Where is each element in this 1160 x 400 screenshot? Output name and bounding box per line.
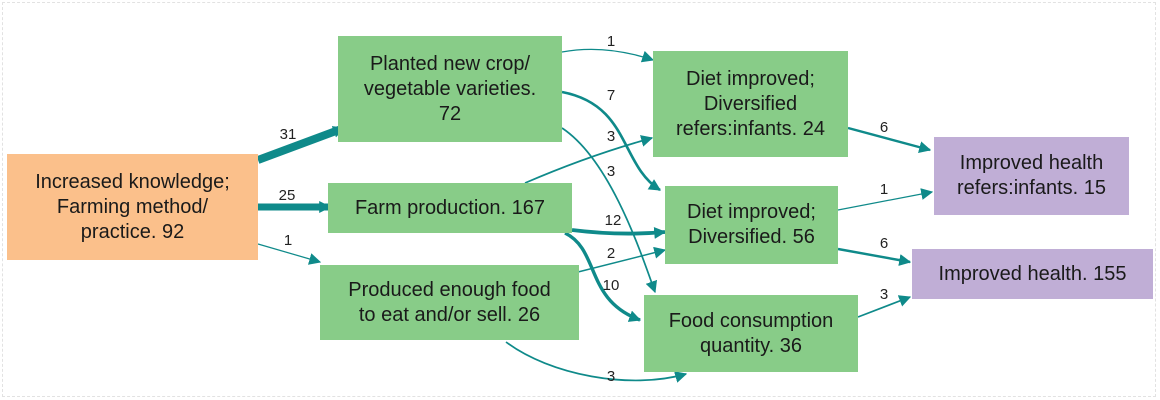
edge-food-consumption-to-improved-health: [857, 295, 912, 318]
edge-count-label: 31: [280, 126, 297, 143]
edge-planted-new-crop-to-diet-improved: [561, 90, 662, 192]
edge-farm-production-to-food-consumption: [564, 231, 642, 322]
edge-planted-new-crop-to-food-consumption: [561, 127, 658, 294]
node-improved-health-infants-label: Improved health refers:infants. 15: [957, 152, 1106, 199]
edge-count-label: 3: [607, 128, 615, 145]
edge-count-label: 3: [607, 368, 615, 385]
edge-count-label: 12: [605, 212, 622, 229]
edge-count-label: 7: [607, 87, 615, 104]
edge-increased-knowledge-to-produced-enough-food: [257, 243, 322, 265]
edge-count-label: 1: [607, 33, 615, 50]
node-food-consumption-label: Food consumption quantity. 36: [668, 309, 834, 357]
edge-count-label: 6: [880, 119, 888, 136]
node-produced-enough-food: Produced enough food to eat and/or sell.…: [320, 265, 579, 340]
node-increased-knowledge: Increased knowledge; Farming method/ pra…: [7, 154, 258, 260]
edge-count-label: 10: [603, 277, 620, 294]
edge-diet-improved-to-improved-health: [837, 247, 912, 266]
node-improved-health-infants: Improved health refers:infants. 15: [934, 137, 1129, 215]
edge-produced-enough-food-to-diet-improved: [577, 246, 667, 273]
edge-count-label: 1: [284, 232, 292, 249]
node-diet-improved-infants: Diet improved; Diversified refers:infant…: [653, 51, 848, 157]
edge-diet-improved-to-improved-health-infants: [837, 188, 934, 211]
node-diet-improved: Diet improved; Diversified. 56: [665, 186, 838, 264]
edge-produced-enough-food-to-food-consumption: [505, 341, 688, 383]
edge-count-label: 3: [607, 163, 615, 180]
node-planted-new-crop: Planted new crop/ vegetable varieties. 7…: [338, 36, 562, 142]
node-diet-improved-label: Diet improved; Diversified. 56: [687, 201, 816, 248]
edge-increased-knowledge-to-planted-new-crop: [256, 124, 346, 164]
node-farm-production: Farm production. 167: [328, 183, 572, 233]
node-food-consumption: Food consumption quantity. 36: [644, 295, 858, 372]
node-improved-health: Improved health. 155: [912, 249, 1153, 299]
edge-planted-new-crop-to-diet-improved-infants: [561, 48, 655, 63]
edge-count-label: 6: [880, 235, 888, 252]
node-diet-improved-infants-label: Diet improved; Diversified refers:infant…: [676, 67, 825, 140]
node-farm-production-label: Farm production. 167: [354, 196, 546, 219]
edge-diet-improved-infants-to-improved-health-infants: [847, 126, 932, 153]
edge-count-label: 25: [279, 187, 296, 204]
node-produced-enough-food-label: Produced enough food to eat and/or sell.…: [348, 278, 551, 326]
edge-count-label: 1: [880, 181, 888, 198]
node-planted-new-crop-label: Planted new crop/ vegetable varieties. 7…: [363, 52, 537, 125]
edge-count-label: 3: [880, 286, 888, 303]
edge-count-label: 2: [607, 245, 615, 262]
edge-farm-production-to-diet-improved: [571, 226, 667, 239]
edge-farm-production-to-diet-improved-infants: [524, 135, 654, 184]
node-increased-knowledge-label: Increased knowledge; Farming method/ pra…: [35, 170, 230, 243]
node-improved-health-label: Improved health. 155: [938, 262, 1127, 285]
